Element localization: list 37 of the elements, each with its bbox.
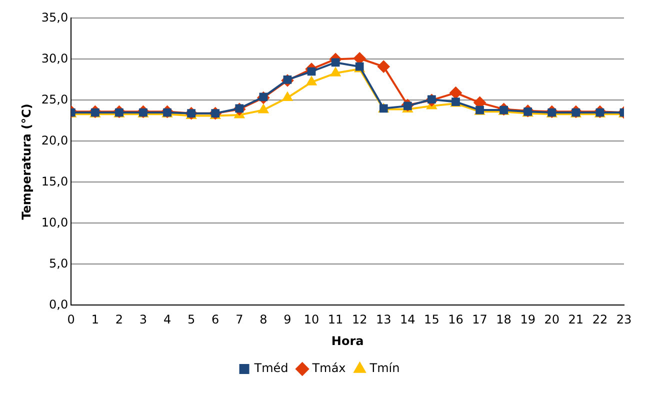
x-tick-label: 7 [236,312,244,327]
x-tick-label: 15 [424,312,440,327]
x-tick-label: 17 [472,312,488,327]
x-tick-label: 11 [328,312,344,327]
x-tick-label: 20 [544,312,560,327]
y-tick-label: 30,0 [41,51,68,66]
x-tick-label: 14 [400,312,416,327]
x-tick-label: 8 [260,312,268,327]
y-axis-title: Temperatura (°C) [19,104,34,220]
x-tick-label: 0 [67,312,75,327]
y-tick-label: 0,0 [49,297,68,312]
y-tick-label: 15,0 [41,174,68,188]
x-tick-label: 12 [352,312,368,327]
y-tick-label: 25,0 [41,92,68,106]
x-tick-label: 23 [616,312,632,327]
y-tick-label: 20,0 [41,133,68,148]
x-tick-label: 16 [448,312,464,327]
x-tick-label: 10 [304,312,320,327]
x-tick-label: 2 [115,312,124,327]
x-tick-label: 9 [284,312,292,327]
x-tick-label: 4 [163,312,172,327]
x-tick-label: 22 [592,312,608,327]
y-tick-label: 35,0 [41,10,68,24]
x-tick-label: 3 [139,312,148,327]
y-tick-label: 10,0 [41,215,68,230]
x-tick-label: 5 [187,312,196,327]
legend-label: Tmáx [311,361,346,376]
legend-label: Tmín [368,361,400,376]
x-tick-label: 6 [212,312,220,327]
y-tick-label: 5,0 [49,256,68,270]
legend-label: Tméd [253,361,288,376]
x-tick-label: 21 [568,312,584,327]
x-tick-label: 13 [376,312,392,327]
x-axis-title: Hora [331,334,364,348]
x-tick-label: 18 [496,312,512,327]
x-tick-label: 1 [91,312,99,327]
x-tick-label: 19 [520,312,536,327]
